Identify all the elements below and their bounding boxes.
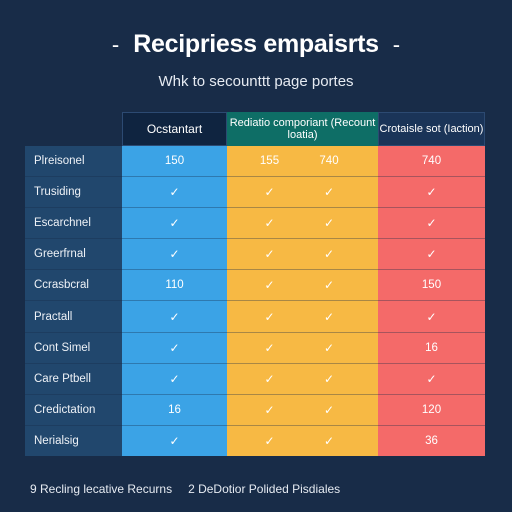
column-header-1: Ocstantart [122, 112, 227, 146]
cell-value: 155 [259, 155, 280, 168]
cell-value: 16 [425, 341, 438, 354]
check-icon: ✓ [264, 433, 275, 448]
header: - Recipriess empaisrts - Whk to secountt… [0, 30, 512, 90]
row-label: Plreisonel [34, 155, 85, 168]
check-icon: ✓ [169, 371, 180, 386]
cell-value: 36 [425, 434, 438, 447]
cell-value: 740 [421, 155, 442, 168]
cell-value: 110 [165, 279, 184, 292]
cell-value: 150 [164, 155, 185, 168]
check-icon: ✓ [169, 309, 180, 324]
footer-note-left: 9 Recling lecative Recurns [30, 482, 173, 496]
row-label: Practall [34, 310, 73, 323]
blue-column-band [122, 146, 227, 456]
cell-value: 740 [319, 155, 339, 168]
check-icon: ✓ [323, 185, 335, 200]
check-icon: ✓ [323, 340, 335, 355]
table-row: Credictation 16 ✓ ✓ 120 [25, 393, 485, 425]
row-label: Ccrasbcral [34, 279, 89, 292]
cell-value: 16 [168, 403, 181, 416]
comparison-table: Ocstantart Rediatio comporiant (Recount … [25, 112, 485, 456]
red-column-band [378, 146, 485, 456]
check-icon: ✓ [426, 185, 437, 200]
table-row: Ccrasbcral 110 ✓ ✓ 150 [25, 269, 485, 300]
check-icon: ✓ [169, 185, 180, 200]
check-icon: ✓ [323, 402, 335, 417]
footer: 9 Recling lecative Recurns 2 DeDotior Po… [30, 482, 340, 496]
check-icon: ✓ [264, 371, 275, 386]
table-row: Escarchnel ✓ ✓ ✓ ✓ [25, 207, 485, 238]
row-label: Escarchnel [34, 217, 91, 230]
column-header-2: Rediatio comporiant (Recount loatia) [227, 112, 378, 146]
column-header-3: Crotaisle sot (Iaction) [378, 112, 485, 146]
page-subtitle: Whk to secounttt page portes [158, 73, 354, 90]
row-label: Trusiding [34, 186, 81, 199]
check-icon: ✓ [323, 371, 335, 386]
title-dash-right: - [392, 31, 401, 57]
table-row: Practall ✓ ✓ ✓ ✓ [25, 300, 485, 331]
row-label: Greerfrnal [34, 248, 86, 261]
check-icon: ✓ [264, 402, 275, 417]
check-icon: ✓ [264, 216, 275, 231]
check-icon: ✓ [323, 247, 335, 262]
check-icon: ✓ [323, 433, 335, 448]
table-row: Nerialsig ✓ ✓ ✓ 36 [25, 424, 485, 456]
row-label: Nerialsig [34, 434, 79, 447]
row-label: Cont Simel [34, 341, 91, 354]
check-icon: ✓ [264, 309, 275, 324]
cell-value: 120 [421, 403, 442, 416]
table-row: Cont Simel ✓ ✓ ✓ 16 [25, 331, 485, 363]
check-icon: ✓ [264, 278, 275, 293]
check-icon: ✓ [264, 340, 275, 355]
check-icon: ✓ [323, 216, 335, 231]
footer-note-right: 2 DeDotior Polided Pisdiales [188, 482, 341, 496]
title-dash-left: - [111, 31, 120, 57]
page-title: Recipriess empaisrts [133, 30, 379, 58]
check-icon: ✓ [426, 371, 437, 386]
check-icon: ✓ [169, 216, 180, 231]
check-icon: ✓ [426, 309, 437, 324]
check-icon: ✓ [323, 309, 335, 324]
label-column-band [25, 146, 122, 456]
cell-value: 150 [421, 279, 442, 292]
table-row: Trusiding ✓ ✓ ✓ ✓ [25, 176, 485, 207]
table-row: Care Ptbell ✓ ✓ ✓ ✓ [25, 362, 485, 394]
check-icon: ✓ [169, 340, 180, 355]
table-row: Plreisonel 150 155 740 740 [25, 146, 485, 176]
title-row: - Recipriess empaisrts - [0, 30, 512, 59]
check-icon: ✓ [323, 278, 335, 293]
table-row: Greerfrnal ✓ ✓ ✓ ✓ [25, 238, 485, 269]
yellow-column-band [227, 146, 378, 456]
table-body: Plreisonel 150 155 740 740 Trusiding ✓ ✓… [25, 146, 485, 456]
check-icon: ✓ [264, 247, 275, 262]
row-label: Credictation [34, 403, 96, 416]
check-icon: ✓ [169, 433, 180, 448]
check-icon: ✓ [264, 185, 275, 200]
row-label: Care Ptbell [34, 372, 91, 385]
check-icon: ✓ [426, 247, 437, 262]
check-icon: ✓ [169, 247, 180, 262]
check-icon: ✓ [426, 216, 437, 231]
